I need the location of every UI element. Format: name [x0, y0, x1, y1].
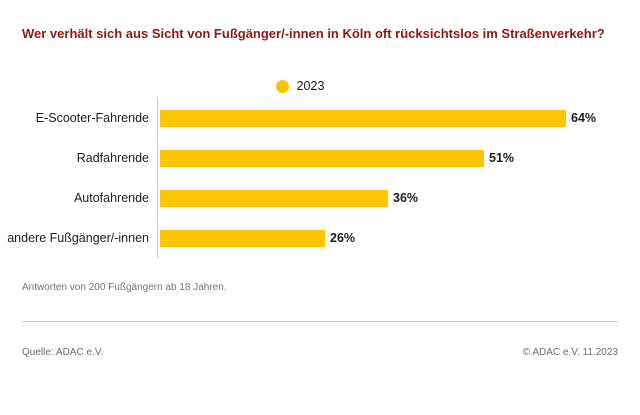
bar-chart: E-Scooter-Fahrende 64% Radfahrende 51% Autof…	[0, 98, 640, 258]
bar	[160, 229, 325, 247]
source-label: Quelle: ADAC e.V.	[22, 347, 104, 358]
bar-row: andere Fußgänger/-innen 26%	[0, 218, 640, 258]
copyright-label: © ADAC e.V. 11.2023	[522, 347, 618, 358]
legend-dot-icon	[275, 79, 289, 93]
category-label: Autofahrende	[73, 191, 149, 205]
chart-title: Wer verhält sich aus Sicht von Fußgänger…	[22, 26, 605, 41]
bar-cell: 36%	[157, 178, 640, 218]
bar	[160, 109, 566, 127]
category-label: E-Scooter-Fahrende	[35, 111, 149, 125]
bar-cell: 26%	[157, 218, 640, 258]
category-label: andere Fußgänger/-innen	[7, 231, 149, 245]
bar-chart-rows: E-Scooter-Fahrende 64% Radfahrende 51% Autof…	[0, 98, 640, 258]
bar-cell: 64%	[157, 98, 640, 138]
bar	[160, 189, 388, 207]
divider	[22, 321, 618, 322]
legend-year-label: 2023	[296, 79, 325, 93]
bar-value-label: 51%	[489, 151, 515, 165]
footer: Quelle: ADAC e.V. © ADAC e.V. 11.2023	[22, 347, 618, 358]
bar-value-label: 36%	[393, 191, 419, 205]
bar	[160, 149, 484, 167]
bar-row: Radfahrende 51%	[0, 138, 640, 178]
bar-row: E-Scooter-Fahrende 64%	[0, 98, 640, 138]
bar-row: Autofahrende 36%	[0, 178, 640, 218]
category-label: Radfahrende	[76, 151, 149, 165]
bar-cell: 51%	[157, 138, 640, 178]
legend: 2023	[0, 78, 600, 94]
bar-value-label: 64%	[571, 111, 597, 125]
footnote: Antworten von 200 Fußgängern ab 18 Jahre…	[22, 282, 227, 293]
bar-value-label: 26%	[330, 231, 356, 245]
